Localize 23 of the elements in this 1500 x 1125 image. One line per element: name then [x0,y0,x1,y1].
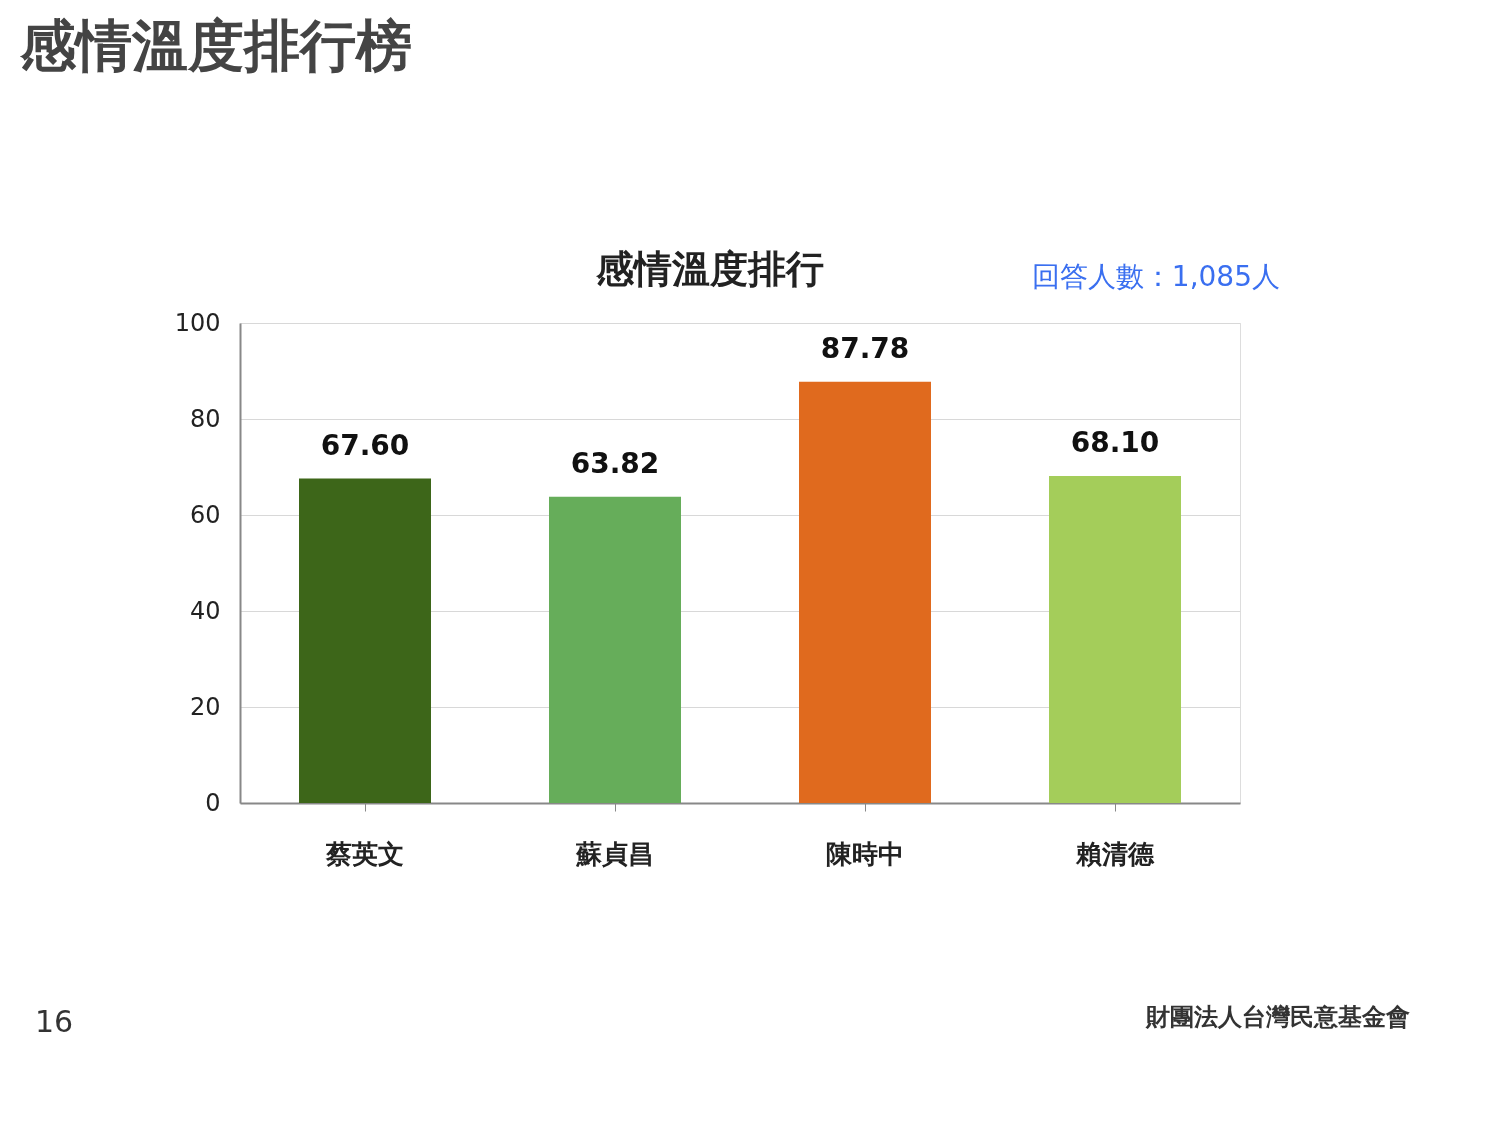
chart-subtitle: 感情溫度排行 [595,247,824,291]
text: 財團法人台灣民意基金會 [1145,1003,1410,1031]
data-label: 87.78 [820,331,910,365]
x-tick-label: 蘇貞昌 [575,838,654,869]
y-tick-label: 0 [205,788,221,817]
bar [549,496,681,803]
data-label: 67.60 [320,428,410,462]
data-label: 68.10 [1070,426,1160,460]
text: 回答人數：1,085人 [1031,260,1280,293]
x-tick-label: 蔡英文 [325,838,404,869]
data-label: 63.82 [570,446,660,480]
text: 16 [35,1004,74,1039]
bar [299,478,431,803]
bar [799,381,931,803]
chart-title: 感情溫度排行榜 [19,13,412,78]
y-tick-label: 40 [189,596,221,625]
y-tick-label: 60 [189,500,221,529]
x-tick-label: 陳時中 [826,838,904,869]
y-tick-label: 20 [189,692,221,721]
y-tick-label: 100 [174,308,221,337]
x-tick-label: 賴清德 [1075,838,1155,869]
y-tick-label: 80 [189,404,221,433]
bar [1049,476,1181,803]
